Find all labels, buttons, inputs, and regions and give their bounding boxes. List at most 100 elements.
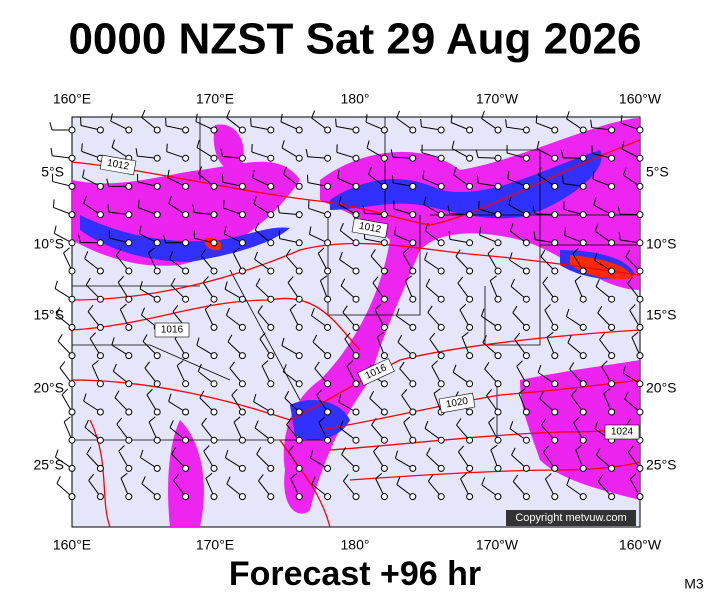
barb-feather — [118, 445, 125, 452]
barb-station — [494, 408, 502, 416]
barb-station — [437, 211, 445, 219]
barb-feather — [54, 280, 58, 289]
barb-feather — [116, 417, 123, 425]
barb-feather — [627, 276, 633, 284]
barb-feather — [83, 195, 87, 204]
barb-station — [125, 380, 133, 388]
barb-feather — [139, 281, 143, 290]
barb-station — [295, 436, 303, 444]
barb-station — [437, 464, 445, 472]
barb-station — [409, 154, 417, 162]
barb-station — [636, 126, 644, 134]
barb-station — [466, 493, 474, 501]
barb-feather — [367, 166, 372, 175]
barb-station — [68, 408, 76, 416]
barb-station — [551, 126, 559, 134]
barb-station — [522, 352, 530, 360]
barb-feather — [542, 445, 549, 453]
barb-station — [494, 323, 502, 331]
barb-station — [96, 436, 104, 444]
barb-feather — [224, 281, 228, 290]
barb-station — [267, 436, 275, 444]
left-label: 10°S — [33, 236, 64, 252]
barb-station — [409, 295, 417, 303]
barb-station — [579, 380, 587, 388]
barb-station — [437, 295, 445, 303]
barb-station — [182, 408, 190, 416]
barb-station — [68, 493, 76, 501]
barb-station — [68, 352, 76, 360]
barb-feather — [597, 474, 603, 483]
barb-station — [238, 239, 246, 247]
barb-station — [608, 126, 616, 134]
barb-station — [579, 436, 587, 444]
barb-feather — [375, 472, 382, 480]
barb-feather — [424, 223, 429, 231]
barb-station — [324, 323, 332, 331]
barb-feather — [166, 143, 168, 152]
barb-feather — [320, 275, 328, 281]
barb-feather — [622, 167, 627, 176]
barb-feather — [405, 275, 412, 282]
barb-feather — [457, 276, 464, 284]
barb-station — [153, 408, 161, 416]
barb-station — [380, 408, 388, 416]
barb-station — [238, 295, 246, 303]
barb-feather — [222, 200, 225, 209]
barb-feather — [433, 388, 441, 394]
barb-station — [352, 380, 360, 388]
barb-feather — [461, 331, 469, 338]
top-label: 170°E — [196, 91, 234, 107]
barb-station — [324, 239, 332, 247]
barb-station — [68, 380, 76, 388]
barb-station — [295, 323, 303, 331]
right-label: 15°S — [646, 307, 677, 323]
barb-station — [437, 436, 445, 444]
barb-station — [608, 154, 616, 162]
barb-feather — [594, 252, 598, 261]
barb-station — [437, 182, 445, 190]
isobar-label: 1024 — [611, 427, 634, 438]
barb-feather — [460, 473, 467, 480]
barb-station — [68, 126, 76, 134]
barb-station — [551, 211, 559, 219]
barb-station — [636, 493, 644, 501]
barb-station — [494, 295, 502, 303]
barb-feather — [620, 115, 623, 124]
barb-station — [466, 408, 474, 416]
top-label: 160°W — [619, 91, 662, 107]
barb-station — [466, 295, 474, 303]
barb-feather — [621, 141, 625, 150]
barb-feather — [120, 472, 128, 479]
barb-feather — [597, 305, 603, 314]
barb-feather — [168, 393, 172, 402]
barb-station — [125, 464, 133, 472]
barb-feather — [451, 140, 455, 149]
barb-feather — [282, 364, 287, 372]
barb-station — [579, 239, 587, 247]
barb-feather — [512, 474, 519, 482]
barb-station — [68, 436, 76, 444]
barb-feather — [290, 472, 298, 479]
barb-station — [352, 352, 360, 360]
barb-station — [352, 436, 360, 444]
barb-station — [522, 267, 530, 275]
barb-feather — [574, 275, 582, 282]
barb-feather — [337, 170, 340, 179]
barb-feather — [512, 305, 518, 314]
barb-feather — [83, 393, 87, 402]
barb-feather — [61, 388, 69, 396]
barb-station — [636, 295, 644, 303]
barb-feather — [371, 418, 377, 426]
barb-feather — [305, 148, 309, 157]
barb-station — [210, 352, 218, 360]
barb-feather — [87, 304, 94, 312]
barb-feather — [481, 477, 486, 486]
barb-feather — [629, 473, 637, 480]
barb-station — [352, 182, 360, 190]
barb-feather — [196, 337, 200, 346]
barb-station — [324, 352, 332, 360]
barb-station — [267, 239, 275, 247]
barb-station — [409, 464, 417, 472]
barb-feather — [310, 307, 315, 316]
